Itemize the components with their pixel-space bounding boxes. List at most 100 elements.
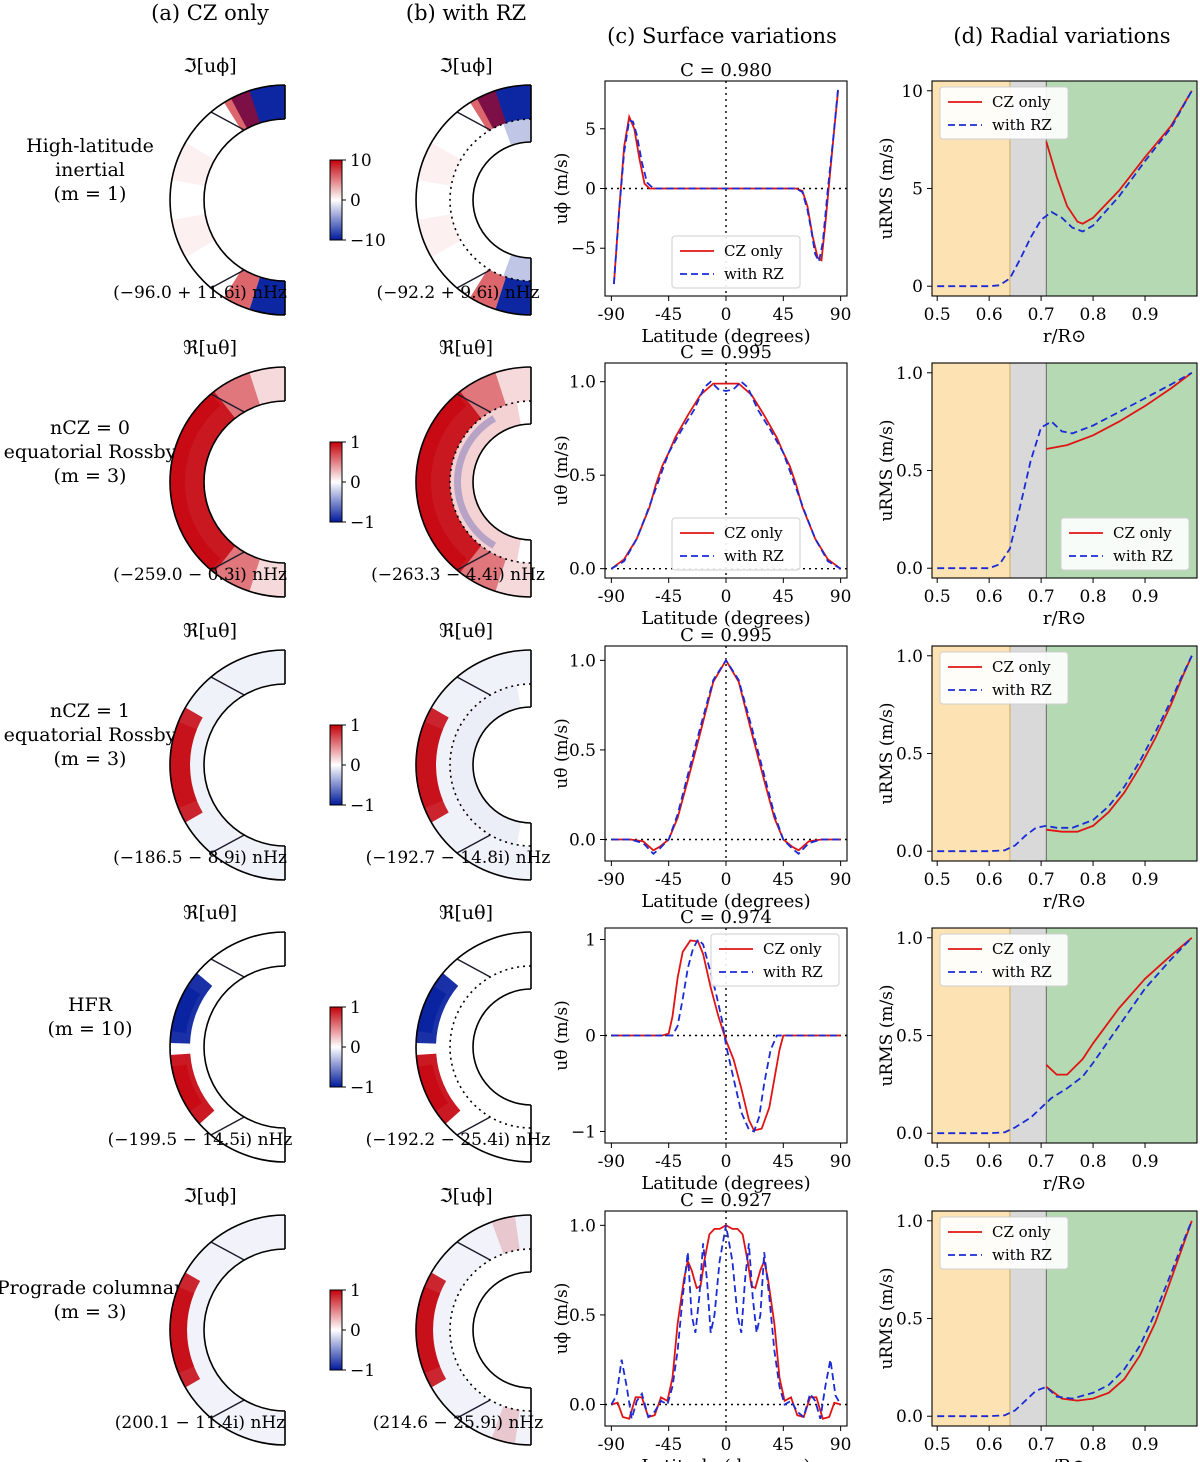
y-tick-label: 5: [585, 120, 596, 140]
colorbar-tick-label: 1: [350, 1281, 361, 1301]
meridional-plot-rz: [415, 1214, 532, 1446]
tachocline-dotted: [449, 118, 532, 282]
colorbar-tick-label: 0: [350, 191, 361, 211]
y-tick-label: 1.0: [896, 364, 923, 384]
plot-area: [605, 928, 847, 1143]
meridional-title-cz: ℑ[uϕ]: [183, 55, 236, 77]
correlation-label: C = 0.995: [680, 342, 772, 363]
mode-base: [416, 650, 531, 880]
shell-fill: [416, 1215, 531, 1445]
legend-box: [1060, 517, 1190, 571]
tangent-cylinder-curve: [456, 111, 491, 131]
legend-box: [671, 235, 801, 289]
radial-panel: 0.5 0.6 0.7 0.8 0.9 0 5 10 r/R⊙ uRMS (m/s) CZ only…: [877, 80, 1198, 347]
colorbar-group: 1 0 −1: [329, 716, 375, 816]
mode-halo: [416, 214, 461, 258]
x-tick-label: 45: [772, 587, 794, 607]
correlation-label: C = 0.974: [680, 907, 772, 928]
x-tick-label: 45: [772, 1152, 794, 1172]
y-axis-label: uRMS (m/s): [877, 702, 897, 804]
outer-boundary: [415, 1214, 532, 1446]
colorbar-tick-label: 0: [350, 473, 361, 493]
inner-boundary: [472, 423, 532, 541]
mode-lobe-south-neg: [249, 277, 285, 315]
x-tick-label: 0.9: [1132, 1435, 1159, 1455]
x-tick-label: -90: [598, 870, 625, 890]
mode-halo: [491, 1215, 520, 1254]
shell-fill: [170, 972, 215, 1125]
x-axis-label: Latitude (degrees): [641, 891, 810, 912]
x-axis-label: Latitude (degrees): [641, 1456, 810, 1462]
outer-boundary: [169, 1214, 286, 1446]
y-axis-label: uθ (m/s): [552, 435, 572, 505]
legend-label-with-rz: with RZ: [992, 963, 1052, 981]
mode-outer: [416, 393, 467, 571]
series-line-with-rz: [937, 90, 1193, 288]
colorbar-tick-label: −1: [350, 1361, 375, 1381]
x-tick-label: 0.5: [924, 1435, 951, 1455]
x-tick-label: -45: [655, 1152, 682, 1172]
legend-label-cz-only: CZ only: [992, 1223, 1051, 1241]
y-tick-label: 0.0: [896, 1407, 923, 1427]
x-tick-label: 0.5: [924, 1152, 951, 1172]
inner-boundary: [472, 988, 532, 1106]
tangent-cylinder-curve: [456, 1399, 491, 1419]
row-label-line: (m = 10): [47, 1018, 132, 1040]
correlation-label: C = 0.980: [680, 60, 772, 81]
x-tick-label: -45: [655, 870, 682, 890]
plot-area: [605, 646, 847, 861]
row-label-line: (m = 3): [54, 748, 127, 770]
outer-boundary: [415, 366, 532, 598]
x-tick-label: 0: [721, 587, 732, 607]
radial-panel: 0.50.60.70.80.90.00.51.0r/R⊙uRMS (m/s)CZ…: [877, 1210, 1198, 1462]
y-axis-label: uRMS (m/s): [877, 137, 897, 239]
colorbar-group: 10 0 −10: [329, 151, 386, 251]
tangent-cylinder-curve: [456, 1241, 491, 1261]
inner-boundary: [203, 965, 286, 1129]
mode-core-inner: [416, 721, 443, 809]
mode-halo: [170, 142, 215, 186]
series-line-with-rz: [937, 937, 1193, 1135]
frequency-cz: (−259.0 − 0.3i) nHz: [113, 565, 287, 585]
y-tick-label: 0: [585, 1027, 596, 1047]
column-header-rz: (b) with RZ: [406, 1, 526, 25]
mode-lobe-pos-core: [170, 1064, 203, 1112]
row-label-line: (m = 3): [54, 1301, 127, 1323]
inner-boundary: [472, 141, 532, 259]
legend-label-with-rz: with RZ: [1113, 547, 1173, 565]
y-tick-label: 0.0: [896, 1124, 923, 1144]
y-tick-label: 0.5: [896, 462, 923, 482]
y-tick-label: 0.5: [569, 466, 596, 486]
legend-label-with-rz: with RZ: [992, 116, 1052, 134]
frequency-rz: (−192.2 − 25.4i) nHz: [366, 1130, 551, 1150]
row-label-line: High-latitude: [26, 135, 154, 157]
legend: CZ only with RZ: [939, 651, 1069, 705]
y-tick-label: 0.0: [569, 1396, 596, 1416]
colorbar-tick-label: −1: [350, 796, 375, 816]
shell-fill: [416, 972, 461, 1125]
x-tick-label: 90: [830, 870, 852, 890]
shell-background: [416, 650, 531, 880]
legend-label-cz-only: CZ only: [763, 940, 822, 958]
y-tick-label: 0.0: [569, 831, 596, 851]
inner-boundary: [203, 118, 286, 282]
convection-zone-shade: [1046, 928, 1197, 1143]
series-line-with-rz: [611, 938, 841, 1133]
column-header-cz: (a) CZ only: [151, 1, 269, 25]
legend-box: [671, 517, 801, 571]
inner-boundary: [203, 1248, 286, 1412]
mode-core-inner: [416, 1286, 441, 1374]
legend-box: [939, 1216, 1069, 1270]
colorbar: [329, 441, 343, 523]
legend-label-cz-only: CZ only: [992, 940, 1051, 958]
series-line-cz-only: [1045, 90, 1193, 225]
colorbar: [329, 159, 343, 241]
meridional-title-rz: ℜ[uθ]: [439, 620, 493, 642]
series-line-with-rz: [610, 1225, 842, 1420]
legend-label-with-rz: with RZ: [724, 265, 784, 283]
mode-core-inner: [170, 1286, 195, 1374]
series-line-cz-only: [1046, 372, 1193, 450]
